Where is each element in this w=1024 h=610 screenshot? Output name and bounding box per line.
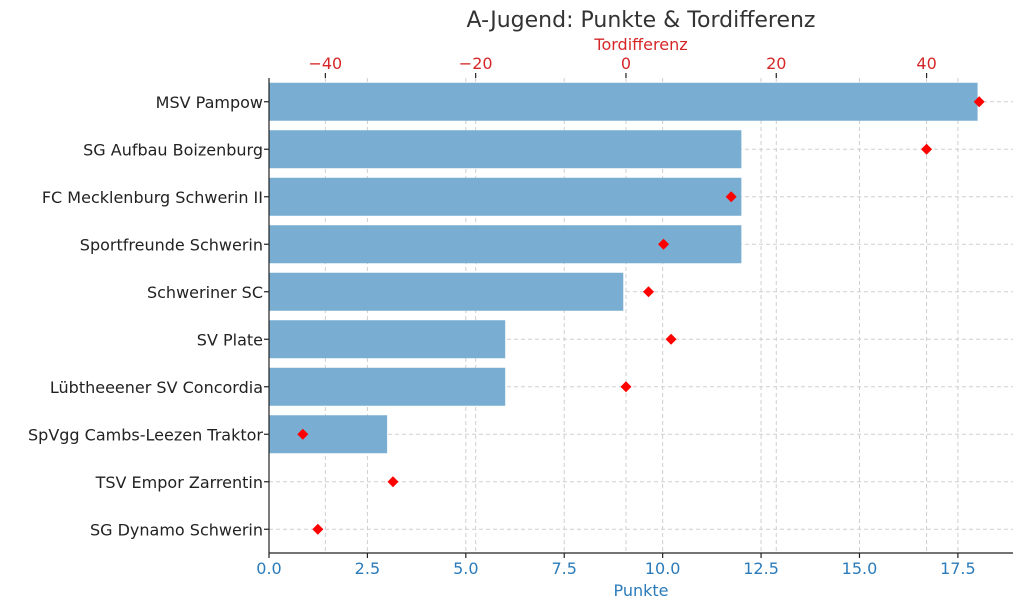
category-label-2: FC Mecklenburg Schwerin II	[42, 188, 263, 207]
category-label-3: Sportfreunde Schwerin	[80, 235, 263, 254]
bar-2	[269, 177, 742, 216]
bar-1	[269, 130, 742, 169]
top-tick-label-2: 0	[621, 54, 631, 73]
bottom-tick-label-4: 10.0	[645, 559, 681, 578]
markers-layer	[297, 96, 985, 535]
diamond-marker-7	[297, 428, 309, 440]
category-label-9: SG Dynamo Schwerin	[90, 520, 263, 539]
bar-6	[269, 367, 506, 406]
diamond-marker-6	[620, 381, 632, 393]
bottom-tick-label-0: 0.0	[256, 559, 281, 578]
axes-layer: MSV Pampow SG Aufbau Boizenburg FC Mecklen…	[28, 54, 1013, 578]
bar-0	[269, 82, 978, 121]
bar-3	[269, 225, 742, 264]
top-axis-label: Tordifferenz	[593, 35, 687, 54]
bottom-tick-label-3: 7.5	[552, 559, 577, 578]
category-label-4: Schweriner SC	[147, 283, 263, 302]
bar-5	[269, 320, 506, 359]
chart-title: A-Jugend: Punkte & Tordifferenz	[467, 8, 816, 33]
diamond-marker-8	[387, 476, 399, 488]
category-label-1: SG Aufbau Boizenburg	[83, 140, 263, 159]
diamond-marker-3	[658, 238, 670, 250]
diamond-marker-9	[312, 523, 324, 535]
bottom-tick-label-6: 15.0	[842, 559, 878, 578]
diamond-marker-1	[921, 143, 933, 155]
diamond-marker-2	[725, 191, 737, 203]
category-label-0: MSV Pampow	[156, 93, 263, 112]
category-label-7: SpVgg Cambs-Leezen Traktor	[28, 425, 263, 444]
category-label-5: SV Plate	[197, 330, 263, 349]
bar-7	[269, 415, 388, 454]
category-label-8: TSV Empor Zarrentin	[95, 473, 263, 492]
bar-4	[269, 272, 624, 311]
top-tick-label-3: 20	[766, 54, 786, 73]
category-label-6: Lübtheeener SV Concordia	[50, 378, 263, 397]
bottom-tick-label-2: 5.0	[453, 559, 478, 578]
top-tick-label-1: −20	[459, 54, 493, 73]
bars-layer	[269, 82, 978, 454]
bottom-axis-label: Punkte	[613, 581, 668, 600]
top-tick-label-4: 40	[916, 54, 936, 73]
bottom-tick-label-5: 12.5	[743, 559, 779, 578]
diamond-marker-4	[643, 286, 655, 298]
bottom-tick-label-1: 2.5	[355, 559, 380, 578]
top-tick-label-0: −40	[308, 54, 342, 73]
bottom-tick-label-7: 17.5	[940, 559, 976, 578]
diamond-marker-5	[665, 333, 677, 345]
diamond-marker-0	[973, 96, 985, 108]
